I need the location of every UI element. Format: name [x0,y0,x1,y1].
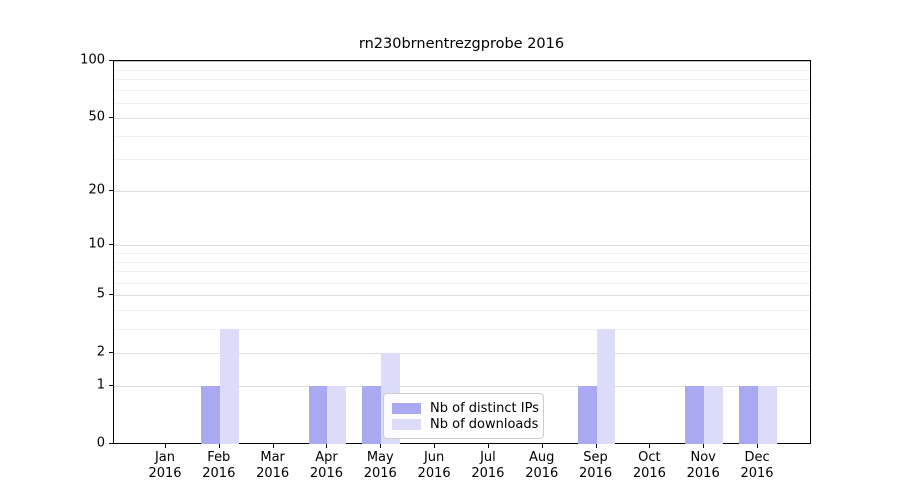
x-tick-label-apr: Apr 2016 [309,450,343,481]
y-tick-mark [109,443,113,444]
legend: Nb of distinct IPs Nb of downloads [383,393,544,439]
x-tick-label-sep: Sep 2016 [579,450,613,481]
plot-area [113,60,811,444]
x-tick-mark [541,444,543,448]
bar-feb-distinct-ips [201,386,220,444]
y-tick-mark [109,244,113,245]
y-tick-label: 1 [96,377,105,393]
y-tick-mark [109,351,113,353]
y-minor-gridline [114,282,810,284]
y-tick-mark [109,116,113,118]
y-minor-gridline [114,328,810,330]
x-tick-mark [703,444,705,448]
x-tick-label-jun: Jun 2016 [417,450,451,481]
x-tick-mark [165,444,166,448]
y-minor-gridline [114,271,810,273]
y-tick-label: 50 [88,109,105,125]
bar-apr-downloads [327,386,347,444]
x-tick-mark [380,444,382,448]
bar-dec-downloads [758,386,777,444]
y-minor-gridline [114,79,810,81]
y-minor-gridline [114,69,810,71]
y-major-gridline [114,245,810,246]
y-major-gridline [114,191,810,193]
legend-swatch-downloads [392,418,421,430]
x-tick-label-jan: Jan 2016 [148,450,182,481]
chart-title: rn230brnentrezgprobe 2016 [358,36,565,52]
bar-sep-downloads [596,328,616,444]
y-major-gridline [114,117,810,119]
legend-label-distinct-ips: Nb of distinct IPs [430,400,539,416]
bar-nov-downloads [704,386,723,444]
legend-swatch-distinct-ips [392,402,421,414]
x-tick-label-oct: Oct 2016 [632,450,666,481]
x-tick-mark [649,444,651,448]
y-minor-gridline [114,90,810,92]
x-tick-label-feb: Feb 2016 [202,450,236,481]
legend-item-downloads: Nb of downloads [392,416,538,432]
y-minor-gridline [114,135,810,137]
y-minor-gridline [114,159,810,161]
y-minor-gridline [114,102,810,104]
y-tick-label: 100 [80,52,105,68]
x-tick-mark [434,444,436,448]
x-tick-label-jul: Jul 2016 [471,450,505,481]
bar-sep-distinct-ips [577,386,597,444]
y-tick-mark [109,294,113,296]
y-major-gridline [114,61,810,62]
legend-label-downloads: Nb of downloads [430,416,539,432]
x-tick-mark [757,444,759,448]
y-minor-gridline [114,310,810,312]
x-tick-mark [272,444,274,448]
y-tick-label: 2 [96,344,105,360]
bar-may-distinct-ips [362,386,382,444]
bar-nov-distinct-ips [685,386,705,444]
y-tick-mark [109,60,113,61]
x-tick-label-nov: Nov 2016 [686,450,720,481]
x-tick-mark [487,444,489,448]
y-minor-gridline [114,261,810,263]
bar-apr-distinct-ips [308,386,328,444]
x-tick-mark [595,444,597,448]
y-tick-label: 0 [96,435,105,451]
y-minor-gridline [114,252,810,254]
y-tick-mark [109,190,113,192]
y-tick-label: 5 [96,286,105,302]
y-tick-mark [109,385,113,387]
y-major-gridline [114,295,810,297]
bar-feb-downloads [219,328,239,444]
x-tick-label-aug: Aug 2016 [525,450,559,481]
y-major-gridline [114,386,810,388]
y-tick-label: 20 [88,182,105,198]
x-tick-mark [326,444,328,448]
y-major-gridline [114,352,810,354]
bar-dec-distinct-ips [739,386,759,444]
x-tick-label-dec: Dec 2016 [740,450,774,481]
legend-item-distinct-ips: Nb of distinct IPs [392,400,539,416]
y-tick-label: 10 [88,236,105,252]
x-tick-label-mar: Mar 2016 [256,450,290,481]
x-tick-mark [218,444,220,448]
x-tick-label-may: May 2016 [363,450,397,481]
